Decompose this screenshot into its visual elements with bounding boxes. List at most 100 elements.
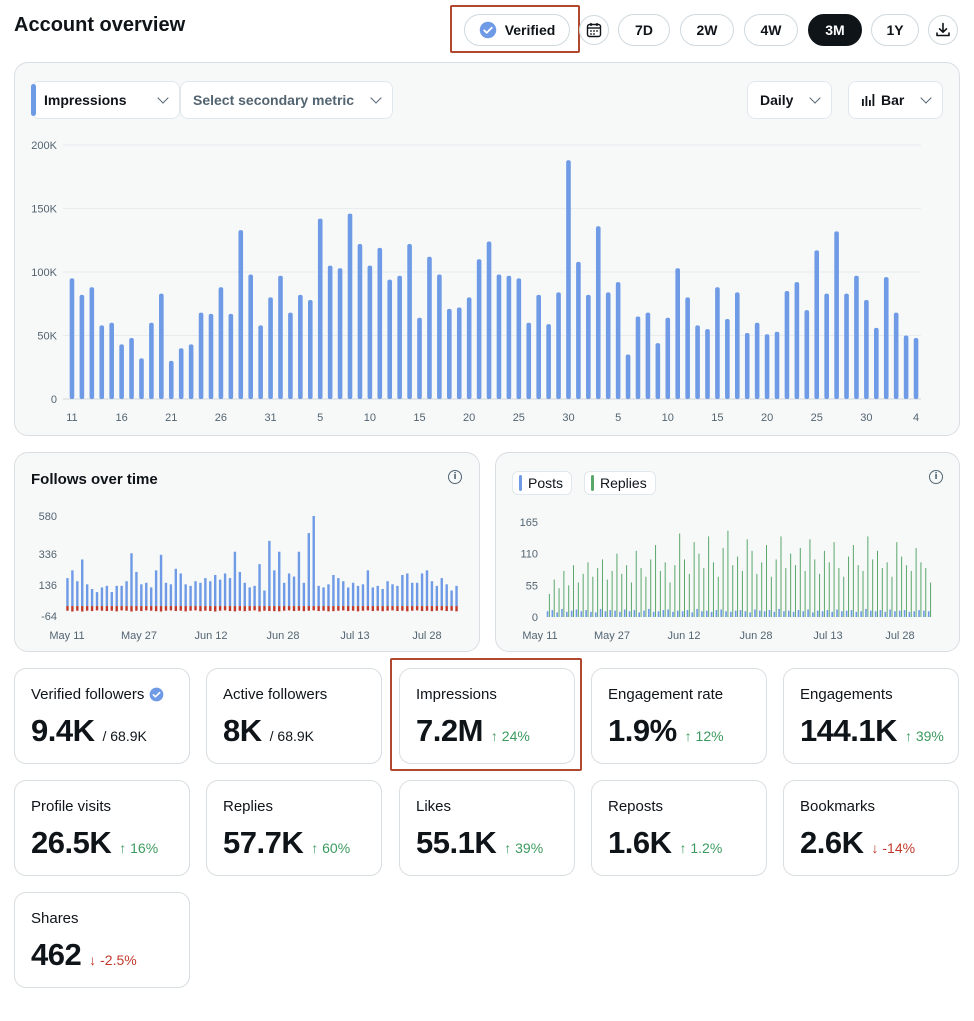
posts-bar [802, 611, 805, 617]
stat-change-up: ↑ 16% [119, 840, 159, 856]
y-tick-label: 55 [526, 580, 538, 592]
follows-bar-negative [346, 606, 350, 612]
follows-bar-positive [248, 587, 251, 607]
posts-bar [763, 611, 766, 617]
stat-value-row: 1.6K ↑ 1.2% [608, 825, 750, 861]
verified-filter-button[interactable]: Verified [464, 14, 570, 46]
replies-bar [708, 536, 710, 617]
follows-bar-negative [287, 606, 291, 611]
stat-card-likes[interactable]: Likes 55.1K ↑ 39% [399, 780, 575, 876]
follows-bar-negative [140, 606, 143, 612]
calendar-button[interactable] [579, 15, 609, 45]
follows-bar-negative [95, 606, 99, 611]
follows-bar-negative [90, 606, 94, 612]
follows-bar-negative [120, 606, 123, 611]
stat-label: Verified followers [31, 685, 173, 703]
stat-label: Profile visits [31, 797, 173, 815]
legend-posts[interactable]: Posts [512, 471, 573, 495]
replies-bar [905, 565, 907, 617]
posts-bar [826, 610, 829, 617]
x-tick-label: 4 [913, 412, 919, 424]
follows-bar-positive [228, 578, 232, 607]
impressions-bar [615, 282, 621, 399]
stat-card-replies[interactable]: Replies 57.7K ↑ 60% [206, 780, 382, 876]
stat-value: 8K [223, 713, 262, 748]
range-3m-button[interactable]: 3M [808, 14, 862, 46]
stat-label: Likes [416, 797, 558, 815]
posts-bar [546, 611, 549, 617]
follows-bar-negative [332, 606, 335, 612]
follows-bar-positive [445, 584, 448, 607]
follows-bar-positive [174, 568, 178, 607]
legend-replies[interactable]: Replies [584, 471, 656, 495]
stat-card-bookmarks[interactable]: Bookmarks 2.6K ↓ -14% [783, 780, 959, 876]
impressions-bar [516, 278, 522, 399]
range-2w-button[interactable]: 2W [680, 14, 734, 46]
stat-label-text: Engagement rate [608, 685, 724, 703]
follows-bar-positive [346, 587, 350, 607]
replies-bar [601, 559, 603, 617]
impressions-bar [595, 226, 601, 399]
follows-bar-positive [258, 564, 261, 607]
stat-card-impressions[interactable]: Impressions 7.2M ↑ 24% [399, 668, 575, 764]
info-icon[interactable]: i [448, 470, 462, 484]
posts-bar [749, 612, 751, 617]
download-button[interactable] [928, 15, 958, 45]
follows-bar-positive [194, 581, 197, 607]
stat-value: 9.4K [31, 713, 95, 748]
range-1y-button[interactable]: 1Y [871, 14, 919, 46]
stat-card-engagements[interactable]: Engagements 144.1K ↑ 39% [783, 668, 959, 764]
impressions-bar [715, 287, 720, 399]
impressions-bar [705, 329, 710, 399]
chart-type-dropdown[interactable]: Bar [848, 81, 943, 119]
follows-bar-negative [366, 606, 370, 611]
stat-value: 462 [31, 937, 82, 972]
follows-bar-positive [361, 584, 365, 607]
stat-card-shares[interactable]: Shares 462 ↓ -2.5% [14, 892, 190, 988]
posts-bar [561, 608, 563, 617]
stat-value-row: 57.7K ↑ 60% [223, 825, 365, 861]
follows-bar-negative [149, 606, 153, 611]
follows-bar-negative [415, 606, 419, 611]
stat-card-engagement-rate[interactable]: Engagement rate 1.9% ↑ 12% [591, 668, 767, 764]
stat-card-active-followers[interactable]: Active followers 8K / 68.9K [206, 668, 382, 764]
range-7d-button[interactable]: 7D [618, 14, 670, 46]
stat-label: Impressions [416, 685, 558, 703]
stat-card-profile-visits[interactable]: Profile visits 26.5K ↑ 16% [14, 780, 190, 876]
y-tick-label: 150K [31, 204, 57, 216]
stat-value-row: 2.6K ↓ -14% [800, 825, 942, 861]
info-icon[interactable]: i [929, 470, 943, 484]
follows-bar-positive [85, 584, 89, 607]
follows-bar-positive [184, 584, 187, 607]
x-tick-label: 11 [66, 412, 77, 424]
stat-card-reposts[interactable]: Reposts 1.6K ↑ 1.2% [591, 780, 767, 876]
impressions-bar [238, 230, 244, 399]
impressions-bar [456, 307, 462, 399]
follows-bar-negative [327, 606, 330, 612]
follows-bar-negative [81, 606, 84, 612]
follows-bar-positive [189, 585, 192, 607]
follows-bar-positive [391, 584, 394, 607]
posts-bar [672, 611, 674, 617]
follows-bar-negative [115, 606, 118, 612]
replies-bar [698, 553, 700, 617]
follows-bar-positive [223, 573, 227, 607]
stat-card-verified-followers[interactable]: Verified followers 9.4K / 68.9K [14, 668, 190, 764]
interval-dropdown[interactable]: Daily [747, 81, 832, 119]
impressions-bar [188, 344, 194, 399]
follows-bar-negative [337, 606, 340, 611]
posts-bar [570, 610, 573, 617]
follows-bar-positive [149, 587, 153, 607]
impressions-bar [367, 265, 373, 399]
primary-metric-dropdown[interactable]: Impressions [31, 81, 180, 119]
x-tick-label: Jul 13 [340, 630, 369, 642]
follows-bar-negative [317, 606, 320, 612]
follows-bar-positive [327, 584, 330, 607]
follows-bar-negative [396, 606, 399, 612]
replies-bar [809, 539, 811, 617]
secondary-metric-dropdown[interactable]: Select secondary metric [180, 81, 393, 119]
follows-bar-positive [312, 516, 315, 607]
x-tick-label: 15 [711, 412, 723, 424]
range-4w-button[interactable]: 4W [744, 14, 798, 46]
follows-bar-positive [332, 575, 335, 607]
